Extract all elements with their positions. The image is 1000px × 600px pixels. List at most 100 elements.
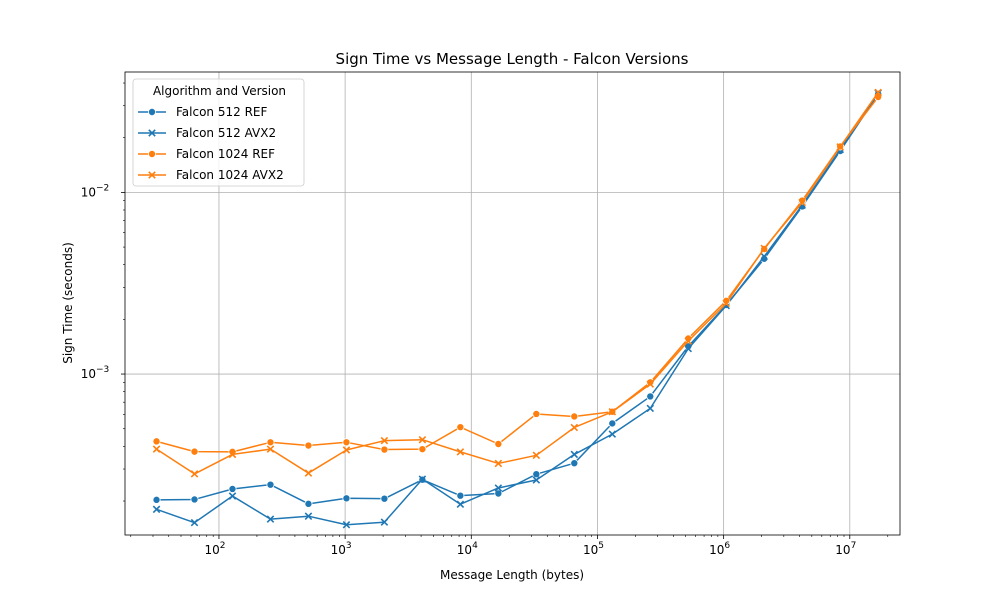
data-point: [266, 445, 275, 453]
data-point: [532, 409, 541, 418]
x-tick-label: 103: [331, 541, 352, 557]
data-point: [304, 499, 313, 508]
data-point: [228, 484, 237, 493]
data-point: [646, 378, 655, 387]
series-line: [156, 92, 879, 526]
legend-title: Algorithm and Version: [153, 84, 286, 98]
data-point: [380, 518, 389, 526]
data-point: [684, 337, 693, 345]
data-point: [342, 446, 351, 454]
x-tick-base: 10: [457, 543, 472, 557]
x-tick-exponent: 5: [598, 541, 604, 551]
x-tick-label: 104: [457, 541, 478, 557]
legend-swatch-marker: [148, 171, 156, 179]
legend-swatch-marker: [147, 108, 156, 117]
data-point: [874, 88, 882, 97]
data-point: [304, 469, 313, 477]
legend-swatch-marker: [148, 129, 156, 137]
x-tick-base: 10: [583, 543, 598, 557]
data-point: [190, 470, 199, 478]
data-point: [760, 252, 768, 261]
data-point: [532, 470, 541, 479]
y-tick-base: 10: [81, 367, 96, 381]
data-point: [456, 423, 465, 432]
x-tick-label: 105: [583, 541, 604, 557]
legend-label: Falcon 512 AVX2: [176, 126, 276, 140]
data-point: [608, 419, 617, 428]
x-tick-base: 10: [835, 543, 850, 557]
data-point: [494, 440, 503, 449]
legend: Algorithm and Version Falcon 512 REF Falco…: [132, 78, 305, 187]
data-point: [570, 412, 579, 421]
x-tick-label: 106: [709, 541, 730, 557]
data-point: [418, 445, 427, 454]
data-point: [456, 500, 465, 509]
y-tick-base: 10: [81, 185, 96, 199]
x-tick-label: 102: [204, 541, 225, 557]
legend-label: Falcon 512 REF: [176, 105, 267, 119]
x-tick-exponent: 3: [346, 541, 352, 551]
x-tick-exponent: 2: [220, 541, 226, 551]
data-point: [722, 299, 730, 308]
legend-box: [132, 78, 305, 187]
x-tick-base: 10: [204, 543, 219, 557]
data-point: [760, 254, 769, 263]
data-point: [494, 484, 503, 492]
data-point: [342, 494, 351, 503]
data-point: [228, 492, 237, 500]
data-point: [152, 505, 161, 514]
data-point: [342, 521, 351, 529]
legend-label: Falcon 1024 AVX2: [176, 168, 284, 182]
x-tick-base: 10: [709, 543, 724, 557]
data-point: [570, 459, 579, 468]
data-point: [304, 441, 313, 450]
legend-item: Falcon 512 AVX2: [138, 126, 276, 140]
y-tick-exponent: −2: [96, 183, 109, 193]
chart-title: Sign Time vs Message Length - Falcon Ver…: [336, 50, 689, 68]
data-point: [152, 445, 161, 453]
data-point: [570, 450, 579, 459]
x-tick-exponent: 6: [724, 541, 730, 551]
legend-swatch-marker: [147, 149, 156, 158]
legend-item: Falcon 1024 AVX2: [138, 168, 284, 182]
data-point: [152, 437, 161, 446]
x-axis-label: Message Length (bytes): [440, 568, 584, 582]
data-point: [190, 495, 199, 504]
data-point: [570, 423, 579, 432]
x-tick-base: 10: [331, 543, 346, 557]
data-point: [380, 445, 389, 454]
data-point: [266, 438, 275, 447]
x-tick-label: 107: [835, 541, 856, 557]
data-point: [494, 459, 503, 468]
plot-frame: [124, 71, 901, 536]
data-point: [152, 495, 161, 504]
legend-item: Falcon 512 REF: [138, 105, 267, 119]
y-tick-exponent: −3: [96, 365, 109, 375]
data-point: [418, 435, 427, 444]
x-tick-exponent: 4: [472, 541, 478, 551]
data-point: [190, 518, 199, 527]
data-point: [304, 512, 313, 520]
data-point: [646, 380, 655, 388]
data-point: [646, 392, 655, 401]
data-point: [266, 480, 275, 489]
data-point: [760, 244, 768, 253]
data-point: [190, 447, 199, 456]
data-point: [380, 436, 389, 445]
data-point: [418, 475, 427, 483]
data-point: [608, 430, 617, 438]
data-point: [380, 494, 389, 503]
data-point: [494, 489, 503, 498]
data-point: [228, 450, 237, 459]
data-point: [532, 451, 541, 460]
data-point: [456, 491, 465, 500]
data-point: [836, 143, 844, 151]
y-tick-label: 10−2: [81, 183, 110, 199]
data-point: [266, 515, 275, 523]
series-falcon-1024-avx2: [152, 88, 882, 478]
series-line: [156, 92, 879, 475]
y-tick-label: 10−3: [81, 365, 110, 381]
data-point: [608, 407, 617, 416]
